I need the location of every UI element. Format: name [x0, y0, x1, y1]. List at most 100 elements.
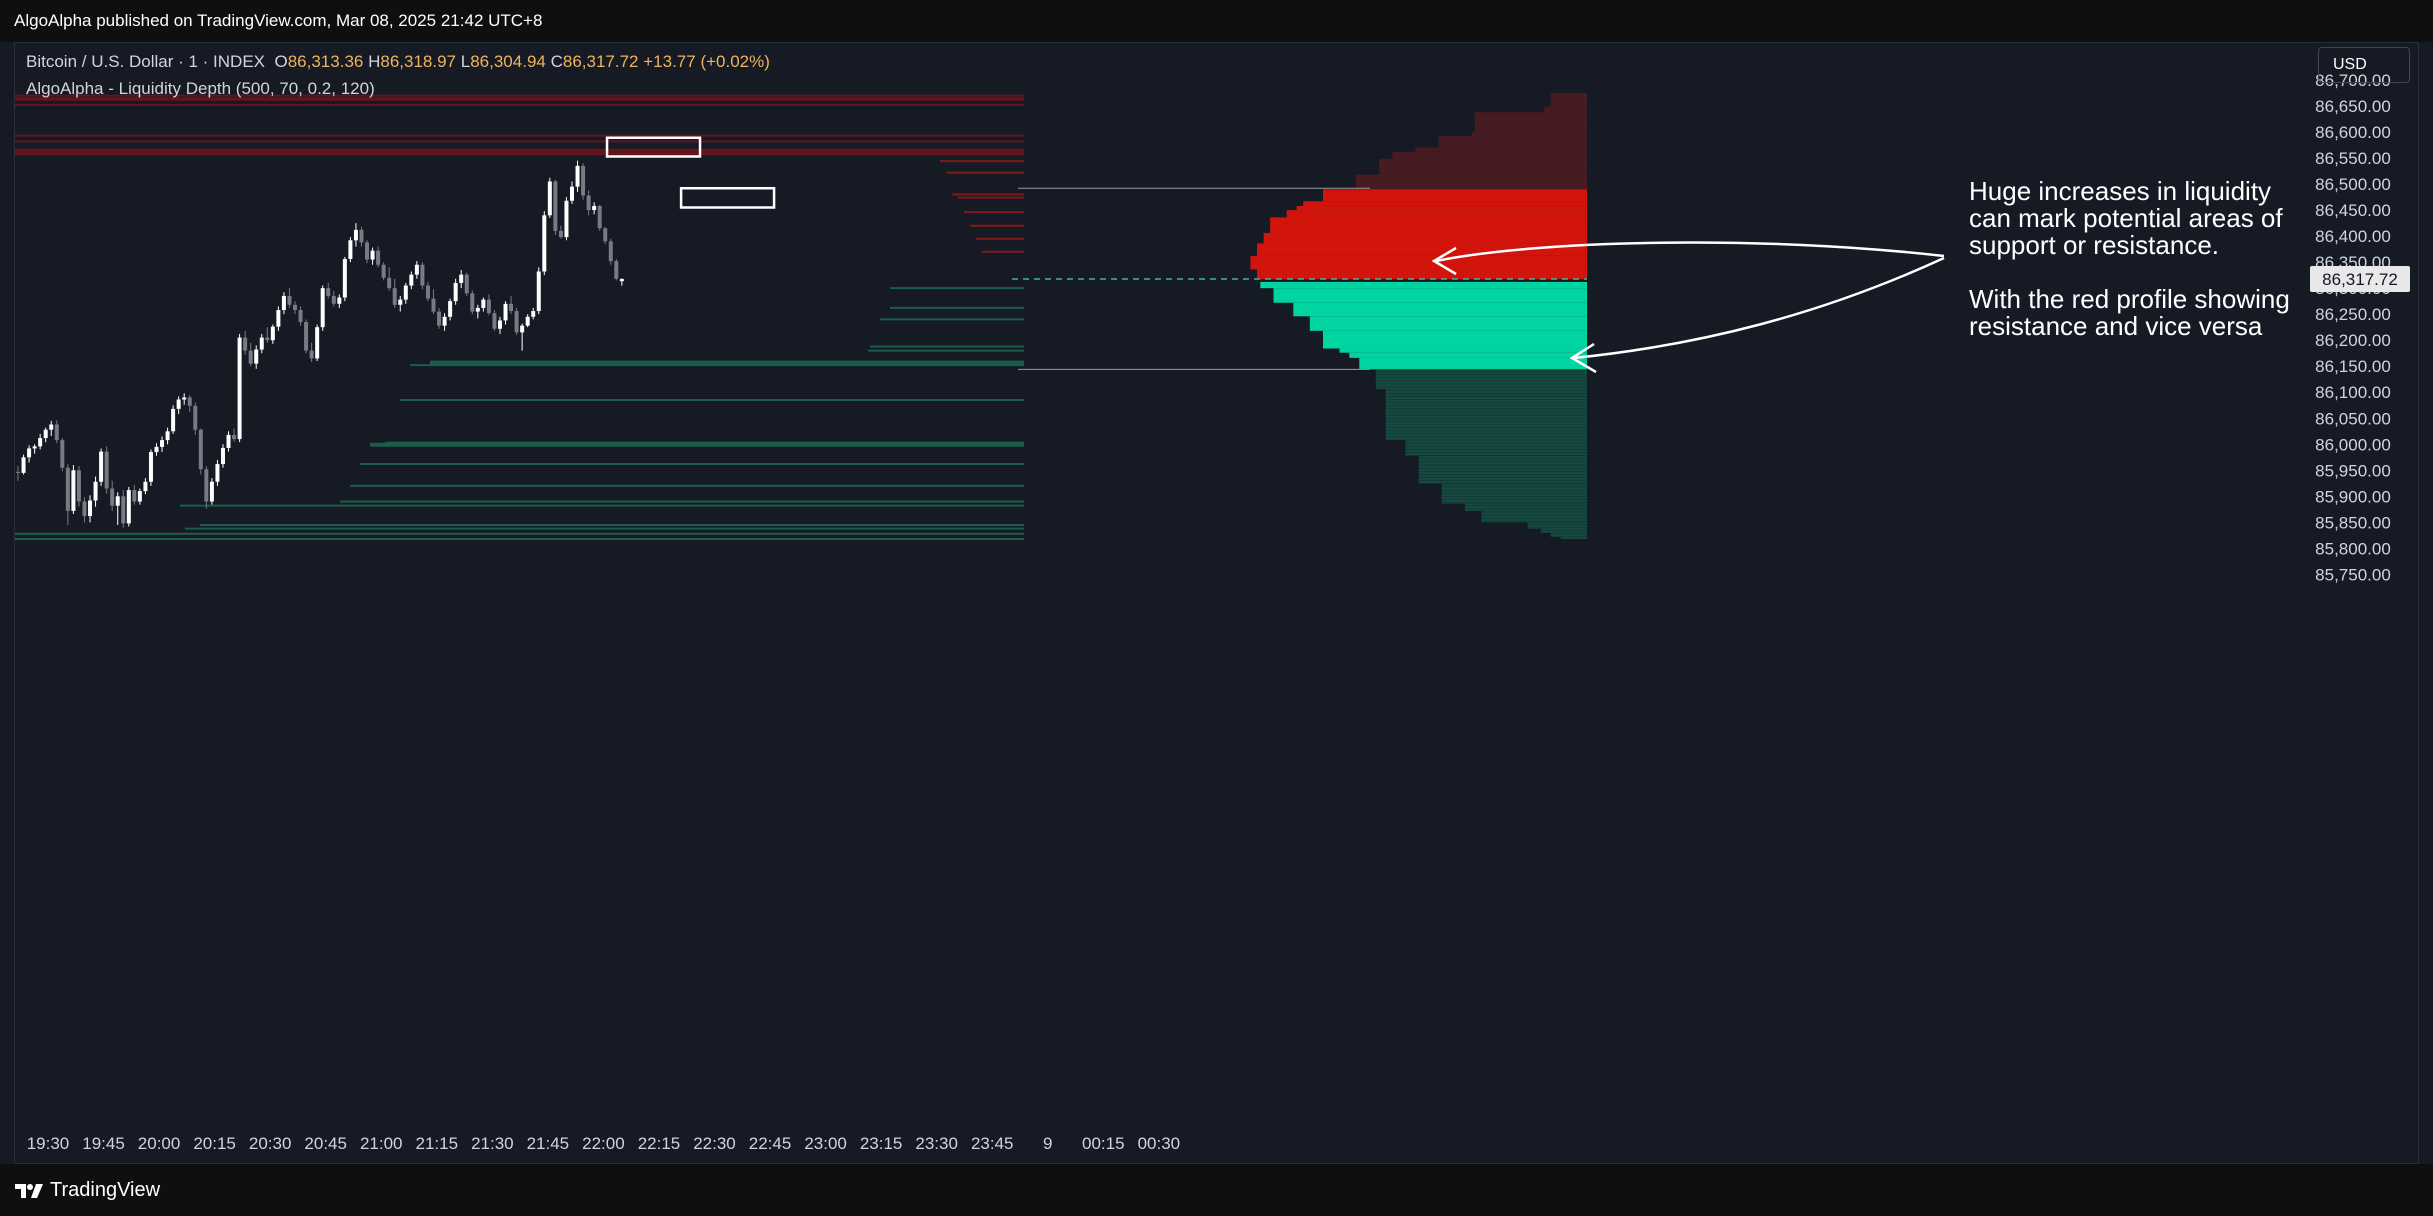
candle-body: [475, 307, 480, 312]
candle-body: [536, 271, 541, 312]
candle-body: [38, 438, 43, 447]
publish-info: AlgoAlpha published on TradingView.com, …: [14, 11, 543, 30]
time-tick-label: 22:15: [638, 1134, 681, 1153]
candle-body: [376, 250, 381, 265]
time-tick-label: 23:15: [860, 1134, 903, 1153]
candle-body: [437, 311, 442, 326]
tradingview-logo[interactable]: TradingView: [14, 1179, 160, 1202]
time-tick-label: 00:30: [1138, 1134, 1181, 1153]
price-tick-label: 86,100.00: [2315, 383, 2391, 402]
overlays: [605, 136, 1945, 374]
low-label: L: [460, 52, 471, 71]
close-label: C: [550, 52, 563, 71]
resistance-profile-bar: [1392, 151, 1587, 160]
candle-body: [359, 229, 364, 243]
price-tick-label: 85,850.00: [2315, 513, 2391, 532]
currency-button[interactable]: USD: [2318, 47, 2410, 83]
candle-body: [459, 274, 464, 283]
candle-body: [137, 491, 142, 502]
candle-body: [104, 451, 109, 489]
candle-body: [464, 274, 469, 294]
candle-body: [43, 429, 48, 439]
time-tick-label: 20:30: [249, 1134, 292, 1153]
candle-body: [54, 424, 59, 441]
candle-body: [165, 431, 170, 441]
candle-body: [32, 446, 37, 449]
candle-body: [193, 405, 198, 430]
candle-body: [542, 215, 547, 272]
candle-body: [293, 304, 297, 311]
time-tick-label: 22:45: [749, 1134, 792, 1153]
resistance-profile-bar: [1263, 232, 1587, 244]
high-label: H: [368, 52, 381, 71]
support-profile-bar: [1273, 288, 1587, 303]
arrow-head: [1431, 246, 1457, 276]
candle-body: [148, 452, 153, 482]
price-tick-label: 86,450.00: [2315, 201, 2391, 220]
candle-body: [503, 303, 508, 321]
time-tick-label: 20:15: [193, 1134, 236, 1153]
candle-body: [431, 298, 436, 312]
candle-body: [182, 397, 187, 400]
time-tick-label: 21:30: [471, 1134, 514, 1153]
resistance-profile-bar: [1257, 269, 1587, 280]
last-price-badge: [2310, 265, 2410, 292]
candles: [16, 160, 624, 528]
support-profile-bar: [1550, 532, 1587, 537]
candle-body: [592, 205, 597, 211]
candle-body: [564, 200, 569, 238]
candle-body: [547, 181, 552, 216]
resistance-profile-bar: [1471, 132, 1587, 137]
indicator-legend[interactable]: AlgoAlpha - Liquidity Depth (500, 70, 0.…: [26, 79, 375, 98]
tradingview-logo-icon: [15, 1183, 43, 1198]
arrow-line: [1573, 256, 1945, 360]
arrow-line: [1435, 241, 1945, 263]
price-tick-label: 86,150.00: [2315, 357, 2391, 376]
candle-body: [93, 481, 98, 501]
candle-body: [154, 446, 159, 453]
support-profile-bar: [1293, 302, 1587, 317]
candle-body: [265, 337, 270, 341]
price-tick-label: 86,400.00: [2315, 227, 2391, 246]
candle-body: [309, 350, 314, 359]
candle-body: [276, 310, 281, 327]
candle-body: [21, 457, 26, 473]
candle-body: [259, 337, 264, 350]
time-tick-label: 23:30: [915, 1134, 958, 1153]
candle-body: [315, 327, 320, 359]
support-profile-bar: [1323, 330, 1587, 349]
candle-body: [187, 397, 192, 406]
candle-body: [76, 470, 81, 502]
support-profile-bar: [1405, 440, 1587, 456]
candle-body: [414, 264, 419, 275]
time-tick-label: 21:00: [360, 1134, 403, 1153]
resistance-profile-bar: [1257, 243, 1587, 256]
candle-body: [248, 350, 253, 364]
candle-body: [220, 447, 225, 465]
time-tick-label: 23:45: [971, 1134, 1014, 1153]
price-tick-label: 86,600.00: [2315, 123, 2391, 142]
support-profile-bar: [1375, 369, 1587, 390]
support-profile-bar: [1339, 348, 1587, 353]
candle-body: [553, 181, 558, 231]
candle-body: [581, 165, 586, 196]
candle-body: [448, 301, 453, 317]
candle-body: [243, 337, 248, 351]
candle-body: [614, 261, 619, 279]
candle-body: [176, 399, 181, 409]
candle-body: [509, 303, 514, 312]
time-tick-label: 21:15: [416, 1134, 459, 1153]
open-value: 86,313.36: [287, 52, 364, 71]
candle-body: [514, 311, 519, 333]
time-tick-label: 22:00: [582, 1134, 625, 1153]
price-tick-label: 85,750.00: [2315, 565, 2391, 584]
resistance-profile-bar: [1270, 217, 1587, 233]
support-profile-bar: [1481, 510, 1587, 523]
chart-pane[interactable]: [14, 42, 2419, 1164]
price-tick-label: 86,000.00: [2315, 435, 2391, 454]
candle-body: [420, 264, 425, 286]
annotation-line-2: With the red profile showing resistance …: [1969, 284, 2290, 341]
resistance-profile-bar: [1286, 210, 1587, 218]
support-profile-bar: [1527, 522, 1587, 529]
